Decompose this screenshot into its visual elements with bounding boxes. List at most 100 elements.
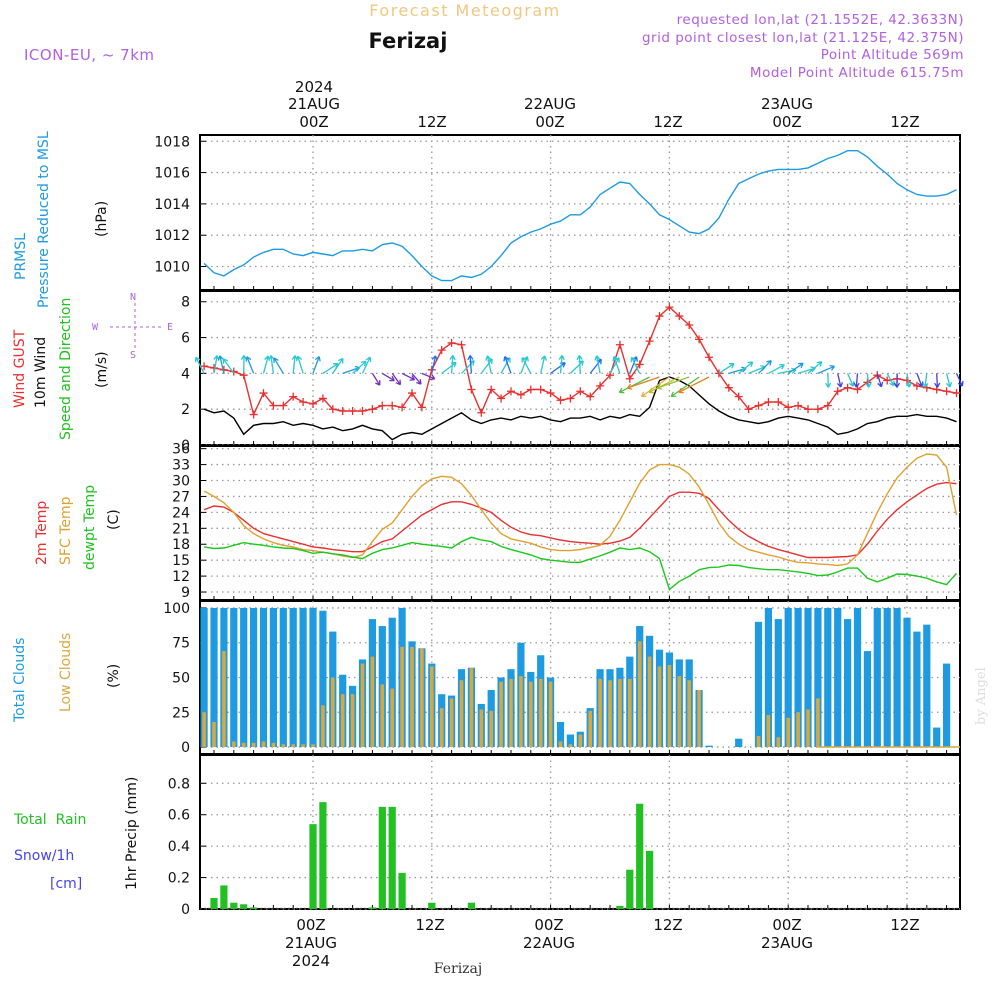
rain-bar <box>319 802 327 909</box>
wind-direction-arrow <box>245 356 255 374</box>
y-tick-label: 30 <box>172 474 190 490</box>
low-cloud-bar <box>628 678 632 748</box>
wind-direction-arrow <box>630 356 641 374</box>
gust-marker <box>804 405 812 414</box>
total-cloud-bar <box>923 624 931 748</box>
rain-label: Total Rain <box>13 812 86 828</box>
total-cloud-bar <box>814 607 822 748</box>
wind-direction-arrow <box>648 376 680 394</box>
gust-marker <box>615 340 624 349</box>
precip-panel: 0 0.2 0.4 0.6 0.8 <box>168 754 961 918</box>
gust-marker <box>794 401 803 410</box>
total-cloud-bar <box>844 619 852 748</box>
low-cloud-bar <box>637 641 642 748</box>
snow-unit: [cm] <box>50 876 82 892</box>
gust-marker <box>734 392 743 401</box>
wind-direction-arrow <box>576 355 583 374</box>
y-tick-label: 33 <box>172 458 190 474</box>
wind-direction-arrow <box>594 355 601 374</box>
model-label: ICON-EU, ~ 7km <box>24 46 155 64</box>
gust-marker <box>724 383 733 392</box>
total-cloud-bar <box>784 607 792 748</box>
low-cloud-bar <box>350 694 355 748</box>
y-tick-label: 1010 <box>154 260 190 276</box>
low-cloud-bar <box>331 677 335 748</box>
total-cloud-bar <box>269 607 277 748</box>
low-cloud-bar <box>360 663 365 748</box>
gust-marker <box>388 401 397 410</box>
low-cloud-bar <box>469 667 474 748</box>
bottom-time-axis: 00Z 21AUG 2024 12Z 00Z 22AUG 12Z 00Z 23A… <box>285 916 920 970</box>
wind-direction-arrow <box>449 355 456 374</box>
requested-coords: requested lon,lat (21.1552E, 42.3633N) <box>677 12 964 28</box>
top-date-23aug: 23AUG <box>761 95 813 113</box>
top-time-axis: 2024 21AUG 00Z 12Z 22AUG 00Z 12Z 23AUG 0… <box>288 78 920 131</box>
y-tick-label: 24 <box>172 505 190 521</box>
total-cloud-bar <box>319 610 327 748</box>
low-cloud-bar <box>816 698 820 748</box>
gust-marker <box>744 405 753 414</box>
watermark: by Angel <box>974 667 989 725</box>
low-cloud-bar <box>301 744 305 748</box>
top-year-label: 2024 <box>295 78 333 96</box>
bottom-tick-label: 12Z <box>653 916 682 934</box>
gust-marker <box>269 401 278 410</box>
compass-east: E <box>167 322 173 333</box>
total-cloud-bar <box>754 621 763 748</box>
wind-direction-arrow <box>558 355 565 374</box>
wind-direction-arrow <box>836 373 844 388</box>
total-cloud-bar <box>309 607 317 748</box>
y-tick-label: 0 <box>181 902 190 918</box>
wind-direction-arrow <box>853 373 860 388</box>
product-title: Forecast Meteogram <box>369 1 560 20</box>
low-cloud-bar <box>558 741 563 748</box>
wind-direction-arrow <box>905 373 912 388</box>
temp2m-line <box>203 481 957 559</box>
low-cloud-bar <box>202 712 206 748</box>
gust-marker <box>279 401 288 410</box>
top-tick-label: 12Z <box>417 113 446 131</box>
low-cloud-bar <box>281 744 286 748</box>
total-cloud-bar <box>943 663 951 748</box>
gust-marker <box>695 335 704 344</box>
low-cloud-bar <box>449 698 454 748</box>
total-cloud-bar <box>824 607 832 748</box>
rain-bar <box>230 902 238 909</box>
gust-marker <box>318 394 327 403</box>
cloud-unit: (%) <box>106 664 122 688</box>
low-cloud-bar <box>776 737 781 748</box>
wind-direction-arrow <box>332 357 344 374</box>
low-cloud-bar <box>321 705 325 748</box>
wind-direction-arrow <box>670 376 700 398</box>
gust-marker <box>487 385 496 394</box>
wind-direction-arrow <box>825 373 832 388</box>
wind-direction-arrow <box>945 373 953 388</box>
gust-marker <box>516 390 525 399</box>
wind-direction-arrow <box>847 373 855 387</box>
gust-marker <box>536 385 545 394</box>
low-cloud-bar <box>340 694 345 748</box>
pressure-unit: (hPa) <box>94 201 110 237</box>
gust-marker <box>200 362 209 371</box>
wind-direction-arrow <box>865 373 872 388</box>
total-cloud-bar <box>774 619 782 748</box>
y-tick-label: 2 <box>181 402 190 418</box>
y-tick-label: 0.8 <box>168 776 190 792</box>
total-cloud-bar <box>893 607 901 748</box>
wind-direction-arrow <box>922 373 929 388</box>
gust-marker <box>823 401 832 410</box>
total-cloud-bar <box>883 607 891 748</box>
snow-label: Snow/1h <box>14 848 74 864</box>
gust-marker <box>665 303 674 312</box>
total-cloud-bar <box>764 607 772 748</box>
rain-bar <box>626 869 634 909</box>
top-date-21aug: 21AUG <box>288 95 340 113</box>
total-cloud-bar <box>863 651 871 748</box>
wind-direction-arrow <box>807 361 823 374</box>
y-tick-label: 100 <box>163 601 190 617</box>
y-tick-label: 6 <box>181 331 190 347</box>
wind-direction-arrow <box>431 355 438 374</box>
y-tick-label: 27 <box>172 489 190 505</box>
low-cloud-bar <box>479 709 484 748</box>
